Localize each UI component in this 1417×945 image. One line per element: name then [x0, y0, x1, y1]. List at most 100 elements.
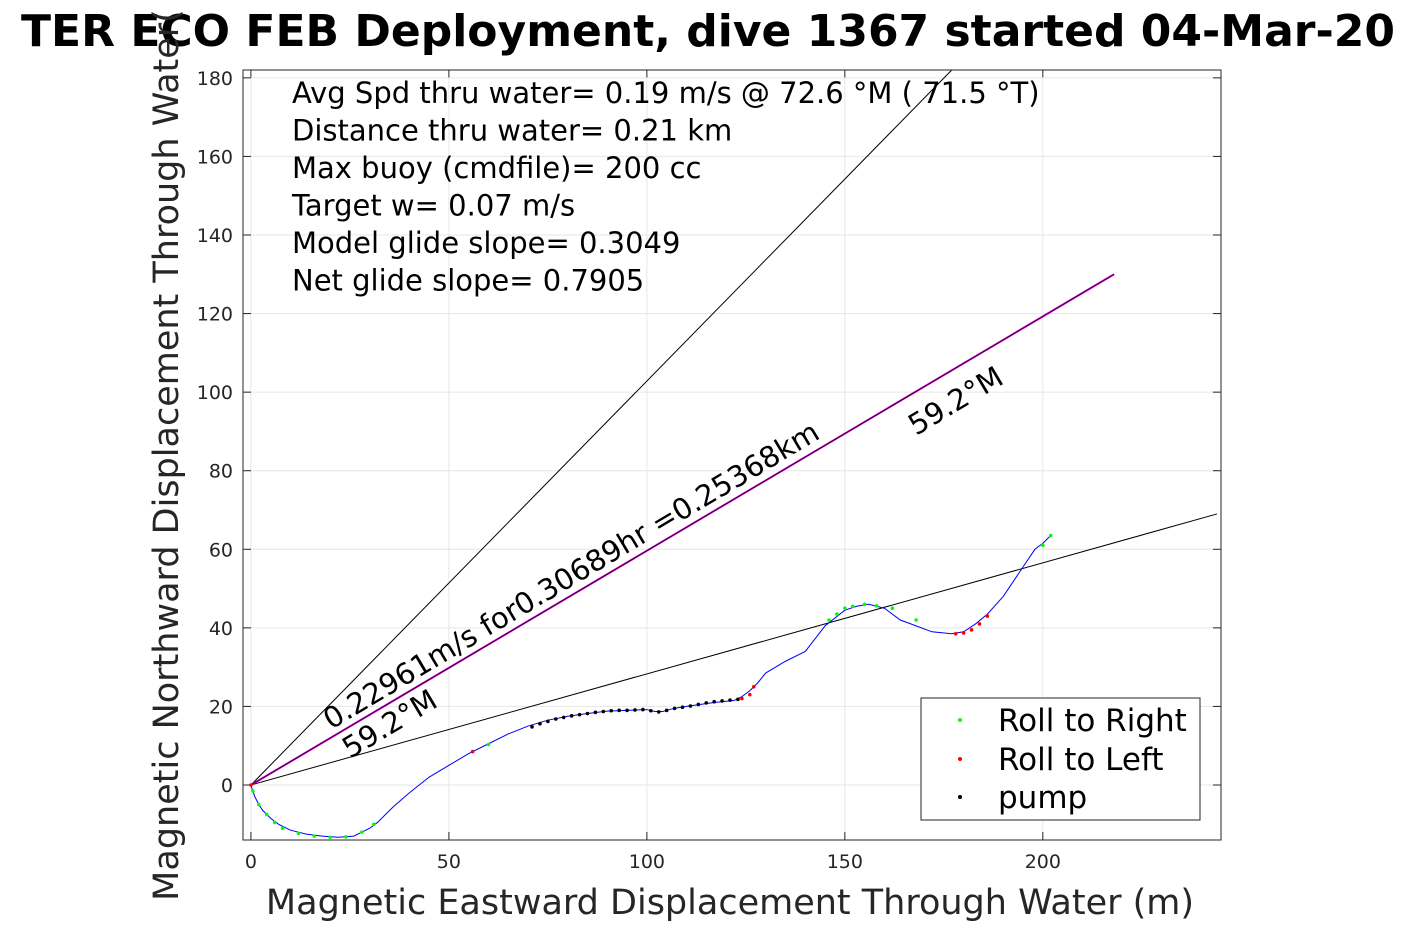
point-pump — [561, 715, 566, 720]
point-roll-to-right — [874, 604, 879, 608]
stats-line: Distance thru water= 0.21 km — [292, 114, 732, 148]
legend-box — [920, 697, 1201, 821]
point-pump — [601, 709, 606, 714]
point-roll-to-right — [890, 606, 895, 611]
point-pump — [593, 710, 598, 715]
point-pump — [609, 708, 614, 713]
x-tick-label: 0 — [245, 851, 257, 873]
point-roll-to-right — [850, 604, 855, 609]
point-roll-to-right — [835, 612, 839, 616]
point-pump — [680, 705, 685, 710]
x-tick-label: 150 — [827, 851, 863, 873]
point-roll-to-right — [272, 820, 277, 825]
point-pump — [664, 708, 669, 713]
point-pump — [625, 708, 629, 713]
point-pump — [704, 701, 709, 705]
x-tick-label: 200 — [1025, 851, 1061, 873]
y-tick-label: 140 — [197, 225, 233, 247]
y-tick-label: 100 — [197, 382, 233, 404]
point-pump — [569, 714, 574, 718]
point-pump — [530, 725, 534, 729]
y-tick-labels: 0 20 40 60 80 100 120 140 160 180 — [197, 68, 233, 797]
point-pump — [712, 699, 716, 704]
stats-line: Max buoy (cmdfile)= 200 cc — [292, 151, 701, 185]
point-roll-to-right — [328, 835, 332, 840]
point-roll-to-left — [751, 684, 756, 689]
plot-frame — [242, 69, 1222, 841]
point-pump — [617, 708, 621, 713]
point-roll-to-right — [264, 812, 269, 817]
stats-text-block: Avg Spd thru water= 0.19 m/s @ 72.6 °M (… — [291, 76, 1040, 298]
point-roll-to-right — [344, 835, 348, 839]
y-tick-label: 20 — [209, 696, 233, 718]
point-pump — [649, 708, 653, 713]
point-roll-to-left — [470, 749, 475, 754]
x-tick-labels: 0 50 100 150 200 — [245, 851, 1061, 873]
point-roll-to-right — [1048, 533, 1053, 538]
point-roll-to-right — [312, 834, 317, 838]
point-roll-to-left — [977, 622, 982, 626]
y-tick-label: 160 — [197, 146, 233, 168]
x-tick-label: 50 — [437, 851, 461, 873]
point-roll-to-right — [843, 606, 847, 611]
reference-lines — [250, 69, 1218, 786]
point-roll-to-left — [969, 628, 974, 632]
reference-line — [250, 274, 1115, 786]
point-pump — [696, 702, 701, 707]
stats-line: Net glide slope= 0.7905 — [292, 264, 644, 298]
chart-title: TER ECO FEB Deployment, dive 1367 starte… — [21, 6, 1395, 57]
x-tick-label: 100 — [629, 851, 665, 873]
heading-annotation-upper: 59.2°M — [902, 360, 1009, 443]
point-roll-to-left — [985, 614, 990, 618]
legend-marker-pump — [958, 795, 962, 799]
point-roll-to-right — [371, 822, 376, 827]
y-tick-label: 0 — [221, 775, 233, 797]
reference-line — [250, 513, 1218, 786]
point-pump — [585, 711, 590, 716]
point-pump — [656, 710, 661, 714]
point-roll-to-right — [257, 802, 261, 807]
point-pump — [672, 706, 677, 711]
y-tick-label: 80 — [209, 461, 233, 483]
point-pump — [688, 704, 693, 708]
legend-label-roll-left: Roll to Left — [998, 742, 1164, 778]
y-axis-label: Magnetic Northward Displacement Through … — [147, 9, 187, 901]
y-tick-label: 120 — [197, 304, 233, 326]
point-pump — [720, 699, 724, 703]
y-tick-label: 180 — [197, 68, 233, 90]
legend-marker-roll-right — [958, 718, 962, 722]
y-tick-label: 60 — [209, 539, 233, 561]
point-roll-to-left — [961, 631, 966, 635]
speed-annotation: 0.22961m/s for0.30689hr =0.25368km — [317, 415, 825, 737]
legend-label-pump: pump — [998, 780, 1087, 816]
stats-line: Avg Spd thru water= 0.19 m/s @ 72.6 °M (… — [292, 76, 1040, 110]
series-layer — [249, 533, 1053, 840]
stats-line: Model glide slope= 0.3049 — [292, 226, 680, 260]
legend-label-roll-right: Roll to Right — [998, 703, 1187, 739]
point-pump — [577, 712, 582, 717]
point-roll-to-left — [953, 631, 958, 636]
legend-marker-roll-left — [958, 757, 962, 761]
point-pump — [728, 698, 732, 702]
point-roll-to-right — [914, 618, 918, 622]
point-pump — [736, 697, 740, 702]
point-roll-to-right — [251, 789, 255, 793]
point-pump — [633, 708, 637, 712]
y-tick-label: 40 — [209, 618, 233, 640]
track-line — [250, 535, 1052, 838]
x-axis-label: Magnetic Eastward Displacement Through W… — [266, 883, 1194, 923]
point-roll-to-right — [1041, 543, 1045, 548]
point-roll-to-left — [740, 696, 744, 701]
point-pump — [538, 721, 542, 726]
point-roll-to-right — [827, 618, 831, 622]
stats-line: Target w= 0.07 m/s — [291, 189, 575, 223]
point-pump — [554, 717, 558, 721]
reference-line — [250, 69, 953, 786]
point-roll-to-left — [249, 783, 253, 787]
point-roll-to-left — [748, 692, 752, 697]
point-roll-to-right — [359, 830, 364, 834]
point-roll-to-right — [296, 831, 301, 836]
point-pump — [546, 719, 550, 724]
point-roll-to-right — [280, 826, 285, 831]
